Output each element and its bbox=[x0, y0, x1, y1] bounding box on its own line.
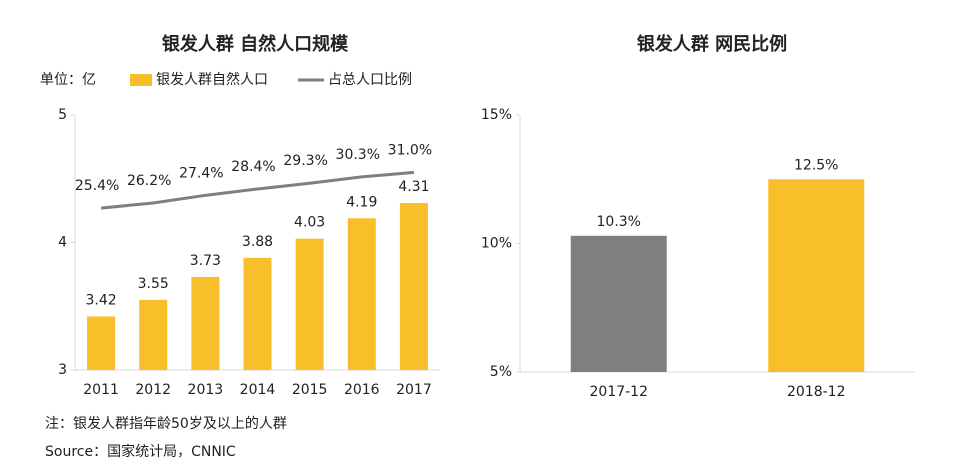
data-label: 4.19 bbox=[346, 194, 377, 210]
data-label: 30.3% bbox=[336, 147, 380, 163]
x-tick-label: 2014 bbox=[240, 382, 276, 398]
data-label: 28.4% bbox=[231, 159, 275, 175]
data-label: 12.5% bbox=[794, 157, 838, 173]
bar bbox=[191, 276, 220, 370]
unit-label: 单位：亿 bbox=[40, 72, 96, 88]
chart-title: 银发人群 自然人口规模 bbox=[162, 33, 349, 55]
data-label: 4.31 bbox=[398, 179, 429, 195]
data-label: 26.2% bbox=[127, 173, 171, 189]
data-label: 31.0% bbox=[388, 142, 432, 158]
y-tick-label: 15% bbox=[481, 107, 512, 123]
bar bbox=[399, 202, 428, 370]
data-label: 3.73 bbox=[190, 253, 221, 269]
chart-title: 银发人群 网民比例 bbox=[637, 33, 787, 55]
y-tick-label: 5 bbox=[58, 107, 67, 123]
data-label: 4.03 bbox=[294, 215, 325, 231]
data-label: 25.4% bbox=[75, 178, 119, 194]
x-tick-label: 2017 bbox=[396, 382, 432, 398]
bar bbox=[347, 218, 376, 370]
data-label: 27.4% bbox=[179, 165, 223, 181]
legend-swatch bbox=[130, 74, 152, 86]
data-label: 10.3% bbox=[597, 214, 641, 230]
data-label: 29.3% bbox=[283, 153, 327, 169]
y-tick-label: 5% bbox=[490, 364, 512, 380]
x-tick-label: 2015 bbox=[292, 382, 328, 398]
line bbox=[100, 170, 415, 210]
x-tick-label: 2011 bbox=[83, 382, 119, 398]
note: Source：国家统计局，CNNIC bbox=[45, 443, 236, 460]
bar bbox=[139, 299, 168, 370]
y-tick-label: 3 bbox=[58, 362, 67, 378]
bar bbox=[295, 238, 324, 370]
data-label: 3.88 bbox=[242, 234, 273, 250]
y-tick-label: 4 bbox=[58, 235, 67, 251]
x-tick-label: 2012 bbox=[135, 382, 171, 398]
bar bbox=[243, 257, 272, 370]
bar bbox=[768, 179, 865, 372]
bar bbox=[570, 235, 667, 372]
x-tick-label: 2016 bbox=[344, 382, 380, 398]
x-tick-label: 2018-12 bbox=[787, 384, 846, 400]
x-tick-label: 2017-12 bbox=[590, 384, 649, 400]
x-tick-label: 2013 bbox=[188, 382, 224, 398]
data-label: 3.42 bbox=[85, 292, 116, 308]
bar bbox=[87, 316, 116, 370]
note: 注：银发人群指年龄50岁及以上的人群 bbox=[45, 416, 287, 432]
legend-label: 银发人群自然人口 bbox=[156, 71, 268, 88]
legend-label: 占总人口比例 bbox=[328, 72, 412, 88]
data-label: 3.55 bbox=[138, 276, 169, 292]
y-tick-label: 10% bbox=[481, 236, 512, 252]
